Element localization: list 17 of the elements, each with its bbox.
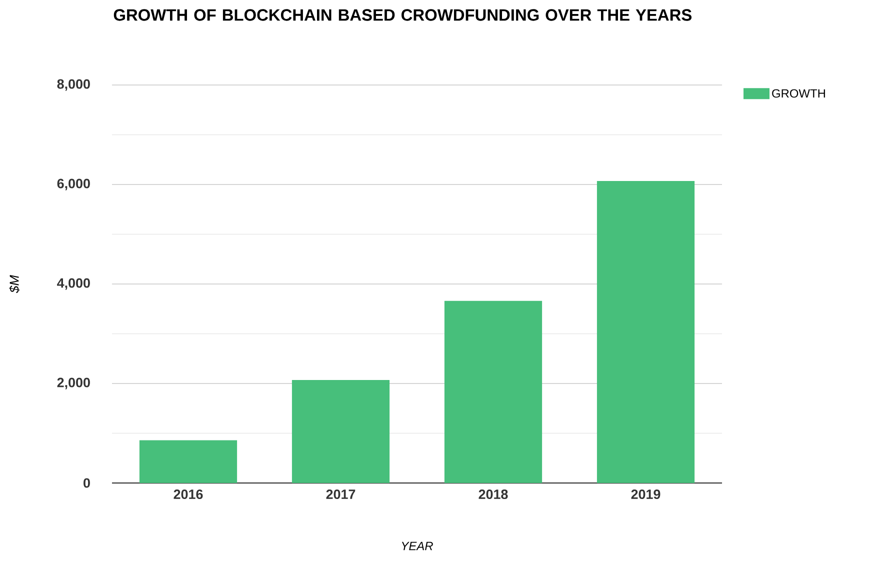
y-tick-label: 6,000 xyxy=(57,178,90,190)
x-tick-label: 2019 xyxy=(631,490,660,500)
y-tick-label: 8,000 xyxy=(57,79,90,91)
y-axis-title: $M xyxy=(9,275,20,294)
bar xyxy=(596,181,695,483)
x-tick-label: 2016 xyxy=(174,490,203,500)
y-tick-label: 0 xyxy=(84,478,90,488)
bar xyxy=(139,440,238,483)
x-tick-label: 2017 xyxy=(326,490,356,500)
x-tick-label: 2018 xyxy=(478,490,508,500)
legend-label: GROWTH xyxy=(772,89,825,98)
x-axis-title: YEAR xyxy=(402,542,433,550)
y-tick-label: 4,000 xyxy=(57,278,90,290)
y-tick-label: 2,000 xyxy=(57,378,90,390)
chart-title: GROWTH OF BLOCKCHAIN BASED CROWDFUNDING OVER THE YEARS xyxy=(114,9,692,21)
bar xyxy=(292,380,390,483)
bar xyxy=(444,300,542,483)
